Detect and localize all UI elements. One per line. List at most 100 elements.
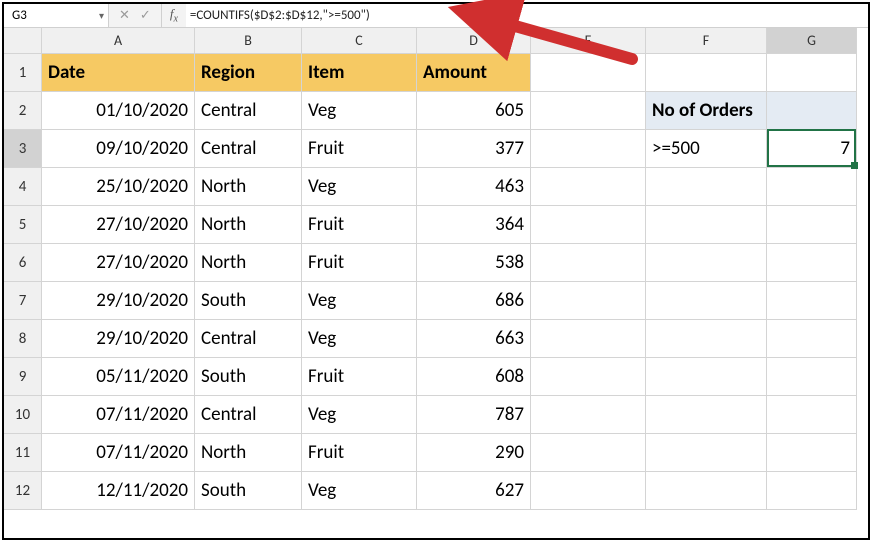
- row-header-3[interactable]: 3: [4, 130, 42, 168]
- cell-D5[interactable]: 364: [417, 206, 531, 244]
- criteria-cell[interactable]: >=500: [646, 130, 767, 168]
- cell-G7[interactable]: [767, 282, 857, 320]
- row-header-9[interactable]: 9: [4, 358, 42, 396]
- cell-G1[interactable]: [767, 54, 857, 92]
- cell-G5[interactable]: [767, 206, 857, 244]
- cell-A3[interactable]: 09/10/2020: [42, 130, 195, 168]
- cell-E12[interactable]: [531, 472, 646, 510]
- cell-D3[interactable]: 377: [417, 130, 531, 168]
- cell-D10[interactable]: 787: [417, 396, 531, 434]
- cell-A9[interactable]: 05/11/2020: [42, 358, 195, 396]
- cell-A5[interactable]: 27/10/2020: [42, 206, 195, 244]
- cell-F4[interactable]: [646, 168, 767, 206]
- cell-F7[interactable]: [646, 282, 767, 320]
- cell-C7[interactable]: Veg: [302, 282, 417, 320]
- fx-icon[interactable]: fx: [162, 6, 186, 25]
- cell-D2[interactable]: 605: [417, 92, 531, 130]
- cell-G8[interactable]: [767, 320, 857, 358]
- cell-G4[interactable]: [767, 168, 857, 206]
- cell-C4[interactable]: Veg: [302, 168, 417, 206]
- cell-D8[interactable]: 663: [417, 320, 531, 358]
- cell-A10[interactable]: 07/11/2020: [42, 396, 195, 434]
- cell-C11[interactable]: Fruit: [302, 434, 417, 472]
- cell-G11[interactable]: [767, 434, 857, 472]
- row-header-7[interactable]: 7: [4, 282, 42, 320]
- cell-A7[interactable]: 29/10/2020: [42, 282, 195, 320]
- cell-E7[interactable]: [531, 282, 646, 320]
- header-B[interactable]: Region: [195, 54, 302, 92]
- cell-C2[interactable]: Veg: [302, 92, 417, 130]
- cell-D4[interactable]: 463: [417, 168, 531, 206]
- cell-E10[interactable]: [531, 396, 646, 434]
- cell-A12[interactable]: 12/11/2020: [42, 472, 195, 510]
- cell-F12[interactable]: [646, 472, 767, 510]
- row-header-10[interactable]: 10: [4, 396, 42, 434]
- cell-F1[interactable]: [646, 54, 767, 92]
- row-header-12[interactable]: 12: [4, 472, 42, 510]
- cell-B12[interactable]: South: [195, 472, 302, 510]
- cell-E5[interactable]: [531, 206, 646, 244]
- cell-A11[interactable]: 07/11/2020: [42, 434, 195, 472]
- cell-F10[interactable]: [646, 396, 767, 434]
- cell-E8[interactable]: [531, 320, 646, 358]
- cell-C8[interactable]: Veg: [302, 320, 417, 358]
- cell-B3[interactable]: Central: [195, 130, 302, 168]
- row-header-8[interactable]: 8: [4, 320, 42, 358]
- cell-B5[interactable]: North: [195, 206, 302, 244]
- cell-F11[interactable]: [646, 434, 767, 472]
- cell-C10[interactable]: Veg: [302, 396, 417, 434]
- row-header-11[interactable]: 11: [4, 434, 42, 472]
- cell-C6[interactable]: Fruit: [302, 244, 417, 282]
- side-title-ext[interactable]: [767, 92, 857, 130]
- cell-C3[interactable]: Fruit: [302, 130, 417, 168]
- row-header-4[interactable]: 4: [4, 168, 42, 206]
- cell-D7[interactable]: 686: [417, 282, 531, 320]
- col-header-B[interactable]: B: [195, 28, 302, 54]
- col-header-C[interactable]: C: [302, 28, 417, 54]
- col-header-F[interactable]: F: [646, 28, 767, 54]
- cell-D12[interactable]: 627: [417, 472, 531, 510]
- header-A[interactable]: Date: [42, 54, 195, 92]
- cell-E3[interactable]: [531, 130, 646, 168]
- col-header-E[interactable]: E: [531, 28, 646, 54]
- row-header-1[interactable]: 1: [4, 54, 42, 92]
- cell-A8[interactable]: 29/10/2020: [42, 320, 195, 358]
- cell-G9[interactable]: [767, 358, 857, 396]
- header-D[interactable]: Amount: [417, 54, 531, 92]
- row-header-5[interactable]: 5: [4, 206, 42, 244]
- cell-G6[interactable]: [767, 244, 857, 282]
- name-box-dropdown-icon[interactable]: ▾: [99, 9, 104, 22]
- side-title[interactable]: No of Orders: [646, 92, 767, 130]
- formula-input[interactable]: =COUNTIFS($D$2:$D$12,">=500"): [186, 4, 868, 27]
- cell-D9[interactable]: 608: [417, 358, 531, 396]
- cell-E9[interactable]: [531, 358, 646, 396]
- cell-F5[interactable]: [646, 206, 767, 244]
- select-all-corner[interactable]: [4, 28, 42, 54]
- col-header-D[interactable]: D: [417, 28, 531, 54]
- row-header-2[interactable]: 2: [4, 92, 42, 130]
- cell-E6[interactable]: [531, 244, 646, 282]
- cell-A6[interactable]: 27/10/2020: [42, 244, 195, 282]
- cell-B7[interactable]: South: [195, 282, 302, 320]
- cell-A2[interactable]: 01/10/2020: [42, 92, 195, 130]
- col-header-G[interactable]: G: [767, 28, 857, 54]
- cell-B9[interactable]: South: [195, 358, 302, 396]
- cell-C9[interactable]: Fruit: [302, 358, 417, 396]
- cell-B10[interactable]: Central: [195, 396, 302, 434]
- cell-B2[interactable]: Central: [195, 92, 302, 130]
- enter-icon[interactable]: ✓: [140, 8, 151, 23]
- col-header-A[interactable]: A: [42, 28, 195, 54]
- cell-B8[interactable]: Central: [195, 320, 302, 358]
- spreadsheet-grid[interactable]: ABCDEFG1DateRegionItemAmount201/10/2020C…: [4, 28, 868, 510]
- cell-A4[interactable]: 25/10/2020: [42, 168, 195, 206]
- cell-C12[interactable]: Veg: [302, 472, 417, 510]
- cell-B6[interactable]: North: [195, 244, 302, 282]
- cell-E4[interactable]: [531, 168, 646, 206]
- cell-G12[interactable]: [767, 472, 857, 510]
- cell-B11[interactable]: North: [195, 434, 302, 472]
- cell-F8[interactable]: [646, 320, 767, 358]
- cell-D11[interactable]: 290: [417, 434, 531, 472]
- cell-E11[interactable]: [531, 434, 646, 472]
- cell-F9[interactable]: [646, 358, 767, 396]
- cancel-icon[interactable]: ✕: [119, 8, 130, 23]
